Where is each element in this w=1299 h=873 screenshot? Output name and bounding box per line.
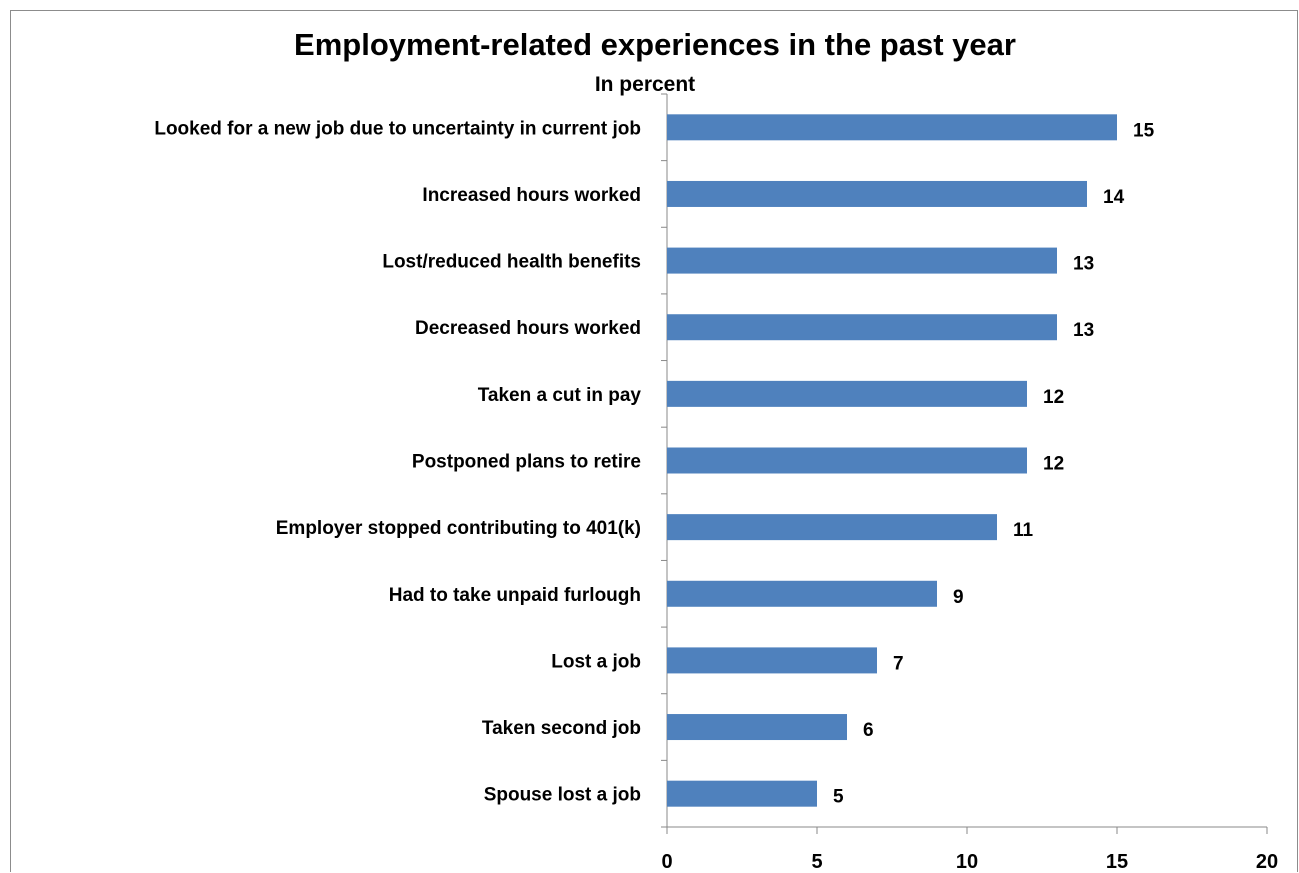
x-tick-label: 5: [811, 851, 822, 873]
bar: [667, 380, 1027, 407]
data-label: 13: [1073, 320, 1094, 341]
data-label: 9: [953, 587, 964, 608]
category-label: Taken second job: [482, 718, 641, 739]
category-label: Had to take unpaid furlough: [389, 585, 641, 606]
data-label: 12: [1043, 454, 1064, 475]
data-label: 5: [833, 787, 844, 808]
category-label: Taken a cut in pay: [478, 385, 642, 406]
data-label: 6: [863, 720, 874, 741]
data-label: 11: [1013, 520, 1034, 541]
chart-title: Employment-related experiences in the pa…: [294, 27, 1016, 62]
x-tick-label: 20: [1256, 851, 1278, 873]
bar: [667, 780, 817, 807]
chart-subtitle: In percent: [595, 73, 695, 96]
plot-area: 0 5 10 15 20 Looked for a new job due to unce…: [154, 93, 1278, 873]
x-tick-label: 0: [661, 851, 672, 873]
category-label: Looked for a new job due to uncertainty …: [154, 118, 641, 139]
x-tick-label: 10: [956, 851, 978, 873]
bar: [667, 180, 1087, 207]
bar: [667, 647, 877, 674]
category-label: Lost/reduced health benefits: [382, 252, 641, 273]
category-label: Decreased hours worked: [415, 318, 641, 339]
data-label: 12: [1043, 387, 1064, 408]
category-label: Employer stopped contributing to 401(k): [276, 518, 641, 539]
category-label: Postponed plans to retire: [412, 452, 641, 473]
data-label: 15: [1133, 120, 1155, 141]
bar: [667, 447, 1027, 474]
data-label: 14: [1103, 187, 1125, 208]
bar: [667, 580, 937, 607]
category-label: Lost a job: [551, 651, 641, 672]
category-label: Spouse lost a job: [484, 785, 641, 806]
bar: [667, 514, 997, 541]
bar: [667, 247, 1057, 274]
chart-frame: [10, 10, 1298, 872]
bar: [667, 314, 1057, 341]
data-label: 13: [1073, 254, 1094, 275]
x-tick-label: 15: [1106, 851, 1128, 873]
data-label: 7: [893, 653, 904, 674]
bar: [667, 714, 847, 741]
bar: [667, 114, 1117, 141]
category-label: Increased hours worked: [422, 185, 641, 206]
